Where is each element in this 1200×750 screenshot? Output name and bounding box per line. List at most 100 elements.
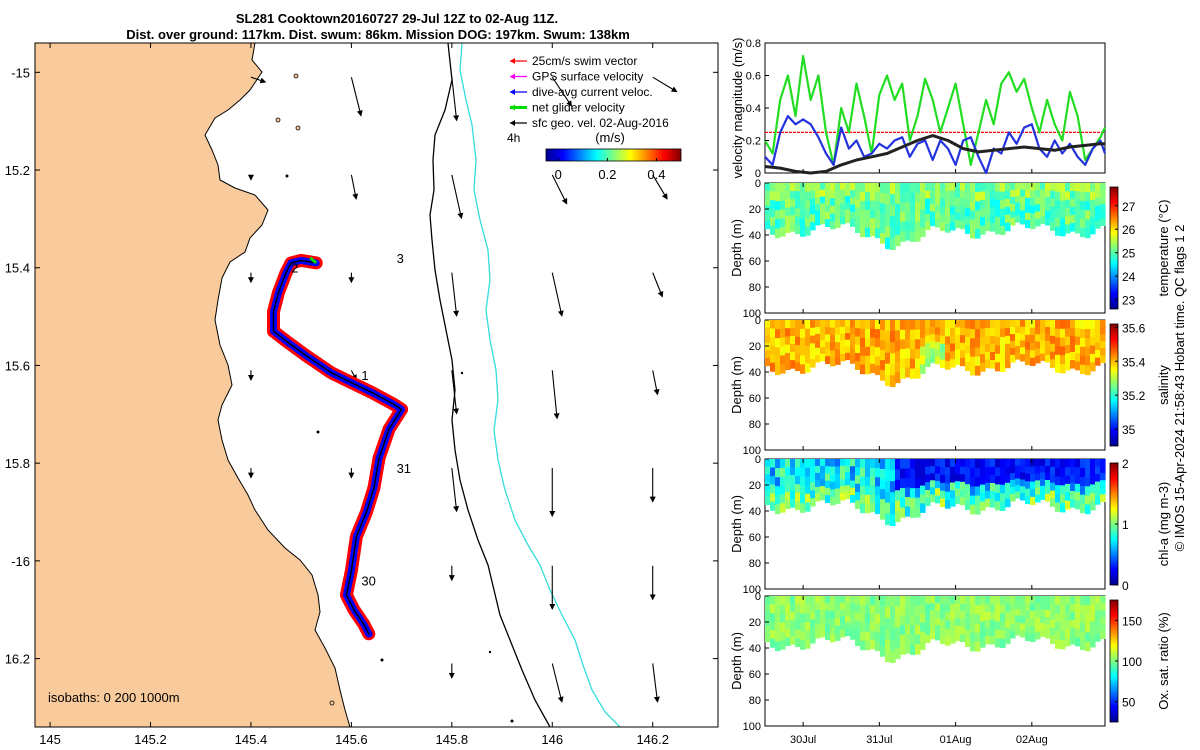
section-cell (1065, 328, 1071, 338)
legend-arrowhead (510, 89, 515, 95)
section-cell (960, 634, 966, 643)
section-cell (820, 203, 826, 211)
velocity-y-tick-label: 0.2 (746, 136, 761, 148)
section-cell (1005, 335, 1011, 345)
title-line-1: SL281 Cooktown20160727 29-Jul 12Z to 02-… (236, 11, 558, 26)
section-cell (1010, 610, 1016, 618)
section-cell (1025, 327, 1031, 336)
section-cell (905, 634, 911, 645)
section-cell (855, 483, 861, 493)
section-cell (1010, 210, 1016, 219)
section-cell (905, 211, 911, 222)
section-cell (965, 459, 971, 468)
section-cell (1025, 488, 1031, 497)
section-cell (1050, 482, 1056, 492)
section-cell (935, 488, 941, 497)
section-cell (820, 326, 826, 335)
section-cell (1065, 492, 1071, 502)
section-cell (1020, 459, 1026, 467)
section-cell (905, 487, 911, 498)
section-cell (775, 632, 781, 642)
section-cell (920, 227, 926, 237)
section-cell (1060, 604, 1066, 615)
section-cell (950, 327, 956, 337)
section-cell (885, 204, 891, 217)
section-cell (810, 490, 816, 499)
section-cell (940, 343, 946, 353)
section-cell (1015, 491, 1021, 499)
section-cell (865, 596, 871, 606)
section-cell (940, 596, 946, 605)
map-frame (34, 42, 719, 728)
section-cell (955, 459, 961, 467)
section-cell (940, 611, 946, 621)
time-tick-label: 31Jul (866, 734, 892, 746)
section-cell (870, 622, 876, 632)
section-cell (890, 342, 896, 354)
section-cell (1085, 641, 1091, 652)
section-y-tick-label: 20 (749, 480, 761, 492)
section-colorbar-tick-label: 25 (1122, 247, 1136, 261)
map-y-tick-label: -15 (11, 65, 30, 80)
section-cell (960, 327, 966, 336)
section-cell (865, 337, 871, 348)
section-cell (965, 638, 971, 647)
section-cell (1070, 336, 1076, 345)
velocity-y-tick-label: 0.6 (746, 71, 761, 83)
section-cell (1100, 204, 1106, 212)
section-colorbar-tick-label: 2 (1122, 457, 1129, 471)
section-cell (970, 459, 976, 469)
section-cell (1050, 490, 1056, 500)
section-cell (885, 606, 891, 619)
section-cell (1095, 327, 1101, 336)
section-cell (1045, 341, 1051, 349)
section-cell (790, 336, 796, 345)
section-cell (1095, 596, 1101, 605)
section-cell (795, 467, 801, 477)
section-cell (875, 201, 881, 211)
section-cell (880, 636, 886, 647)
section-cell (960, 603, 966, 612)
section-cell (1050, 466, 1056, 476)
section-cell (1035, 459, 1041, 467)
section-cell (935, 334, 941, 343)
section-cell (1060, 337, 1066, 347)
section-colorbar-label: salinity (1156, 365, 1171, 405)
section-cell (830, 183, 836, 192)
section-cell (995, 604, 1001, 614)
section-cell (880, 223, 886, 234)
section-cell (860, 183, 866, 193)
section-cell (1075, 336, 1081, 346)
section-cell (950, 206, 956, 215)
velocity-y-axis: 00.20.40.60.8 (746, 38, 1033, 180)
section-y-tick-label: 100 (743, 584, 761, 596)
section-cell (865, 328, 871, 339)
section-cell (970, 614, 976, 624)
section-cell (1080, 191, 1086, 202)
section-cell (1040, 459, 1046, 467)
section-cell (1015, 183, 1021, 191)
section-cell (930, 480, 936, 488)
section-cell (780, 596, 786, 606)
section-cell (1025, 466, 1031, 475)
section-cell (990, 360, 996, 369)
section-cell (950, 222, 956, 231)
section-cell (915, 202, 921, 213)
section-cell (765, 466, 771, 475)
section-cell (1005, 466, 1011, 476)
section-cell (1060, 640, 1066, 650)
section-cell (780, 328, 786, 339)
section-cell (1085, 459, 1091, 469)
section-cell (880, 203, 886, 214)
section-cell (895, 479, 901, 491)
section-cell (1055, 485, 1061, 495)
section-cell (995, 208, 1001, 218)
current-vector (451, 370, 460, 415)
section-cell (915, 596, 921, 607)
section-cell (880, 330, 886, 341)
section-cell (825, 320, 831, 328)
section-cell (975, 459, 981, 469)
section-cell (1060, 218, 1066, 228)
section-cell (905, 358, 911, 369)
